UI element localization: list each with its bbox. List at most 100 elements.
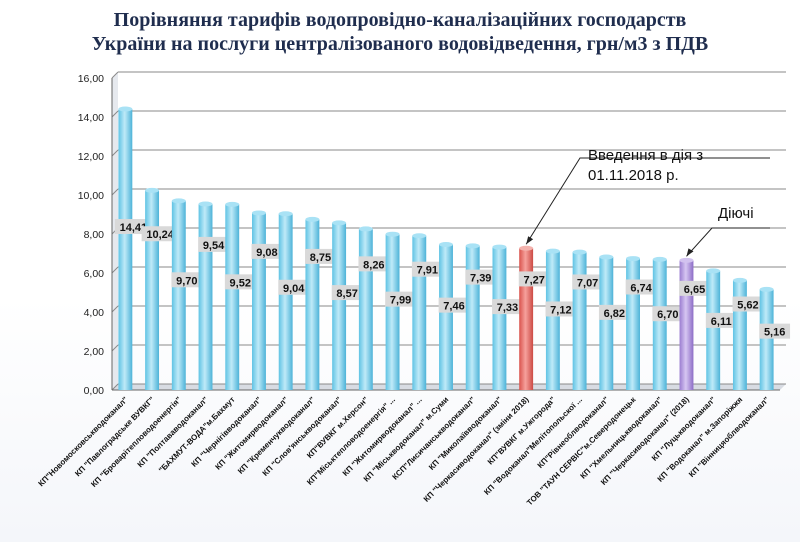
value-label-box [465,269,497,285]
value-label-box [438,297,470,313]
value-label: 8,75 [310,252,331,264]
bar-top [599,254,614,260]
bar [118,109,133,390]
bar-top [412,233,427,239]
bar-top [679,257,694,263]
value-label-box [251,243,283,259]
bar [252,212,266,390]
introduction-note-line-2: 01.11.2018 р. [588,167,679,184]
y-tick-label: 10,00 [78,190,104,202]
gridline-diagonal [111,305,119,313]
value-label: 9,08 [256,247,277,259]
value-label: 9,04 [283,283,305,295]
value-label-box [518,271,550,287]
bar [305,219,320,390]
y-tick-label: 8,00 [84,229,105,241]
current-note: Діючі [718,205,754,222]
bar-top [252,210,266,216]
y-tick-label: 16,00 [78,73,104,85]
bar [332,222,347,390]
value-label: 14,41 [120,222,148,234]
current-callout-arrow [686,248,694,257]
introduction-note: Введення в дія з 01.11.2018 р. [588,146,703,186]
y-tick-label: 12,00 [78,151,104,163]
value-label: 8,57 [336,288,357,300]
bar-top [439,242,453,248]
introduction-callout-arrow [526,236,534,245]
bar [599,257,614,390]
bar-top [385,231,400,237]
value-label-box [278,279,310,295]
bar [706,270,721,390]
bar [626,258,640,390]
bar [198,203,213,390]
value-label: 10,24 [146,229,174,241]
bar-top [759,286,774,292]
bar-top [572,249,587,255]
value-label: 7,12 [550,304,571,316]
chart-title-line-1: Порівняння тарифів водопровідно-каналіза… [113,9,687,31]
value-label-box [385,291,416,307]
value-label: 7,39 [470,273,491,285]
bar [759,289,774,390]
value-label-box [305,248,336,264]
value-label-box [625,279,657,295]
introduction-note-line-1: Введення в дія з [588,147,704,164]
value-label: 6,70 [657,309,678,321]
bar-top [305,216,320,222]
y-tick-label: 4,00 [84,307,105,319]
bar [545,251,560,390]
gridline-diagonal [111,344,119,352]
bar-top [145,187,160,193]
bar-top [465,243,480,249]
chart-title-line-2: України на послуги централізованого водо… [91,33,709,55]
value-label: 7,27 [523,274,544,286]
bar [439,244,453,390]
value-label-box [141,226,179,242]
value-label: 6,65 [684,284,705,296]
y-tick-label: 0,00 [84,385,105,397]
value-label-box [224,274,256,290]
bar-top [358,226,373,232]
bar-top [492,244,507,250]
bar [171,200,186,390]
gridline-diagonal [111,149,119,157]
bar-top [332,220,347,226]
value-label-box [358,256,390,272]
y-tick-label: 14,00 [78,112,104,124]
bar-top [706,268,721,274]
bar [278,213,293,390]
chart-title: Порівняння тарифів водопровідно-каналіза… [40,8,760,56]
value-label-box [545,301,577,317]
bar [652,259,667,390]
bar-top [225,201,240,207]
category-label: КП "Водоканал"Мелітопольскої ... [482,395,584,497]
bar [412,235,427,390]
bar [225,204,240,390]
bar [492,247,507,390]
y-tick-label: 2,00 [84,346,105,358]
gridline-diagonal [111,383,119,391]
value-label-box [331,285,363,301]
bar [358,228,373,390]
bar-top [545,248,560,254]
current-callout-line [686,227,770,257]
gridline-diagonal [111,110,119,118]
bar-top [732,277,747,283]
value-label-box [705,312,737,328]
value-label: 8,26 [363,259,384,271]
value-label: 6,82 [604,308,625,320]
bar-top [198,201,213,207]
bar-top [278,211,293,217]
value-label: 9,54 [203,240,225,252]
value-label-box [198,236,229,252]
value-label: 6,11 [711,316,732,328]
value-label-box [759,323,791,339]
value-label: 9,52 [230,277,251,289]
bar [679,260,694,390]
value-label-box [171,272,203,288]
bar [465,245,480,390]
gridline-diagonal [111,188,119,196]
value-label-box [679,280,710,296]
